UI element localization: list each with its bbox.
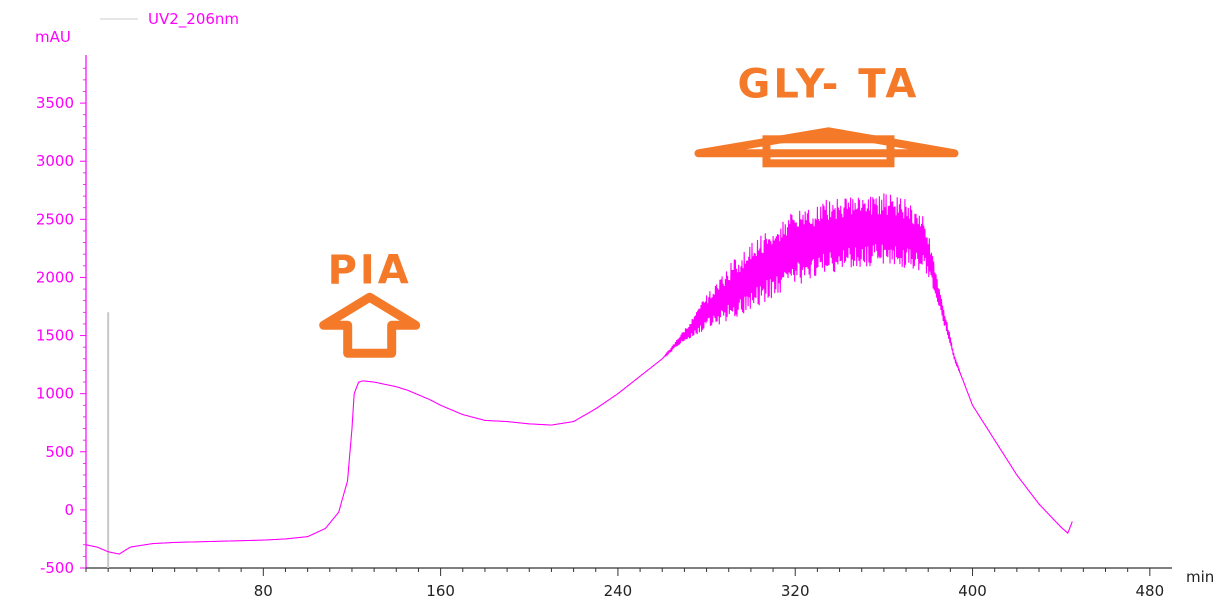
series-line [85,193,1073,555]
x-tick-label: 80 [254,582,273,600]
annotation-label: GLY- TA [738,61,920,107]
y-unit-label: mAU [35,28,71,46]
y-tick-label: 1500 [36,327,74,345]
x-tick-label: 480 [1136,582,1165,600]
y-tick-label: 500 [45,443,74,461]
x-unit-label: min [1186,568,1214,586]
legend-series-name: UV2_206nm [148,10,239,29]
legend: UV2_206nm [100,10,239,29]
plot-area [85,193,1073,555]
y-tick-label: 0 [64,501,74,519]
x-tick-label: 160 [426,582,455,600]
y-tick-label: 3500 [36,94,74,112]
up-arrow-shape [319,292,421,358]
y-tick-label: 2000 [36,268,74,286]
y-tick-label: 1000 [36,385,74,403]
x-tick-label: 240 [604,582,633,600]
x-tick-label: 320 [781,582,810,600]
annotation-label: PIA [328,247,412,293]
x-axis: 80 160 240 320 400 480 [85,567,1172,600]
x-tick-label: 400 [958,582,987,600]
annotations: PIA GLY- TA [319,61,959,358]
y-tick-label: 3000 [36,152,74,170]
y-tick-label: 2500 [36,210,74,228]
y-axis: -500 0 500 1000 1500 2000 2500 3000 3500 [36,55,87,577]
y-tick-label: -500 [40,559,74,577]
bracket-box-shape [762,135,895,168]
